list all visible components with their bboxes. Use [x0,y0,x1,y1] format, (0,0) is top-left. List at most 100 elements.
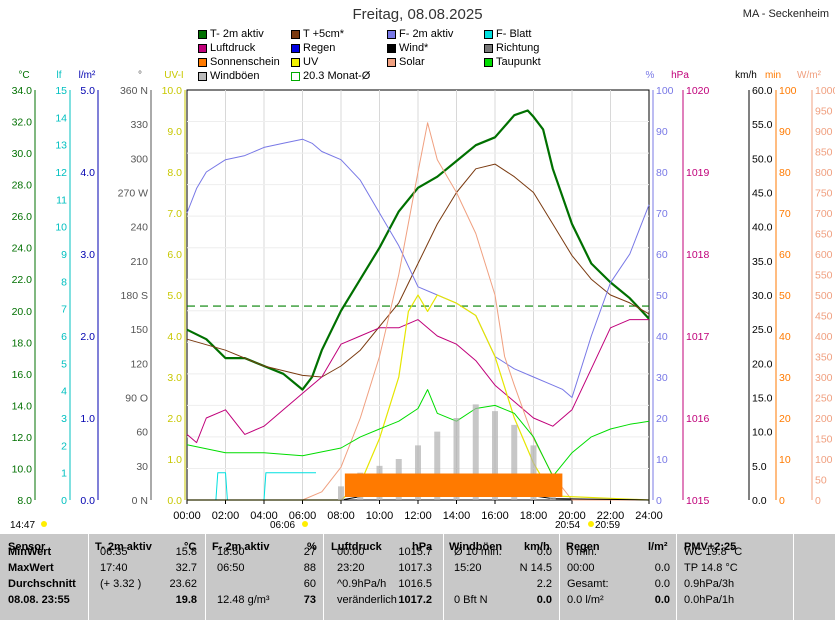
table-separator [323,534,324,620]
table-cell: 0.0 [536,594,552,606]
legend-label: Windböen [210,70,260,82]
legend-item: Richtung [484,42,539,54]
axis-tick-wind: 50.0 [752,153,773,165]
x-tick-label: 10:00 [366,510,394,522]
axis-tick-rain: 2.0 [80,331,95,343]
axis-tick-leaf: 1 [61,468,67,480]
axis-tick-dir: 330 [130,119,148,131]
legend-label: 20.3 Monat-Ø [303,70,371,82]
axis-tick-hum: 60 [656,249,668,261]
axis-tick-wind: 10.0 [752,427,773,439]
axis-unit-press: hPa [671,70,689,81]
legend-swatch [484,57,493,67]
axis-tick-sunmin: 90 [779,126,791,138]
axis-tick-temp: 26.0 [12,211,33,223]
sunset-time: 20:54 [555,520,580,531]
table-cell: 06:50 [217,562,245,574]
table-header-rain: Regen [566,541,600,553]
table-cell: 1017.3 [398,562,432,574]
weather-chart: °C34.032.030.028.026.024.022.020.018.016… [10,70,835,531]
table-cell: 15.8 [175,546,197,558]
x-tick-label: 18:00 [520,510,548,522]
axis-tick-solar: 400 [815,331,833,343]
axis-unit-wind: km/h [735,70,757,81]
axis-tick-wind: 55.0 [752,119,773,131]
axis-tick-wind: 45.0 [752,188,773,200]
legend-item: Sonnenschein [198,56,280,68]
table-cell: 1017.2 [398,594,432,606]
axis-tick-solar: 800 [815,167,833,179]
legend-swatch [291,29,300,39]
table-cell: 12.48 g/m³ [217,594,270,606]
table-cell: 0.0 [654,562,670,574]
legend-item: 20.3 Monat-Ø [291,70,370,82]
axis-tick-solar: 150 [815,434,833,446]
table-header-temp-unit: °C [184,541,197,553]
table-cell: 0.0 [654,594,670,606]
axis-tick-rain: 0.0 [80,495,95,507]
table-header-press-unit: hPa [412,541,433,553]
axis-tick-dir: 30 [136,461,148,473]
now-time: 14:47 [10,520,35,531]
axis-tick-rain: 1.0 [80,413,95,425]
legend-swatch [291,71,300,81]
legend-label: F- 2m aktiv [399,28,454,40]
table-cell: 0 Bft N [454,594,488,606]
table-header-hum: F- 2m aktiv [212,541,270,553]
table-cell: N 14.5 [519,562,552,574]
axis-tick-solar: 900 [815,126,833,138]
axis-tick-wind: 0.0 [752,495,767,507]
axis-tick-rain: 3.0 [80,249,95,261]
legend-label: Wind* [399,42,429,54]
series-taupunkt [186,389,650,477]
chart-title: Freitag, 08.08.2025 [352,6,483,23]
legend-label: F- Blatt [496,28,532,40]
table-header-temp: T- 2m aktiv [95,541,152,553]
axis-tick-uv: 3.0 [167,372,182,384]
table-cell: 60 [303,578,316,590]
table-cell: MinWert [8,546,52,558]
now-sun-marker [41,521,47,527]
x-tick-label: 12:00 [404,510,432,522]
legend-label: Solar [399,56,425,68]
legend-item: Taupunkt [484,56,541,68]
axis-tick-uv: 8.0 [167,167,182,179]
axis-tick-press: 1019 [686,167,710,179]
legend-swatch [291,43,300,53]
x-tick-label: 00:00 [173,510,201,522]
axis-tick-leaf: 13 [55,140,67,152]
axis-tick-temp: 10.0 [12,463,33,475]
axis-tick-leaf: 6 [61,331,67,343]
series-t-5cm- [186,163,650,378]
legend-swatch [387,57,396,67]
axis-tick-dir: 150 [130,324,148,336]
legend-item: T- 2m aktiv [198,28,264,40]
table-cell: 0.0 [654,578,670,590]
axis-tick-dir: 90 O [125,393,148,405]
table-header-sensor: Sensor [8,541,46,553]
legend-item: Windböen [198,70,260,82]
legend-label: T- 2m aktiv [210,28,264,40]
axis-unit-dir: ° [138,70,142,81]
axis-tick-sunmin: 50 [779,290,791,302]
table-cell: 08.08. 23:55 [8,594,70,606]
table-cell: 00:00 [337,546,365,558]
table-cell: Durchschnitt [8,578,76,590]
table-cell: MaxWert [8,562,54,574]
table-cell: 06:35 [100,546,128,558]
series-sonnenschein [344,473,563,497]
axis-tick-sunmin: 80 [779,167,791,179]
x-tick-label: 22:00 [597,510,625,522]
axis-tick-uv: 7.0 [167,208,182,220]
axis-unit-rain: l/m² [79,70,96,81]
x-tick-label: 20:00 [558,510,586,522]
axis-tick-hum: 20 [656,413,668,425]
axis-tick-hum: 0 [656,495,662,507]
legend-swatch [387,29,396,39]
table-cell: veränderlich [337,594,397,606]
axis-tick-uv: 6.0 [167,249,182,261]
legend-swatch [387,43,396,53]
legend-swatch [198,43,207,53]
station-name: MA - Seckenheim [742,8,829,20]
axis-tick-uv: 1.0 [167,454,182,466]
